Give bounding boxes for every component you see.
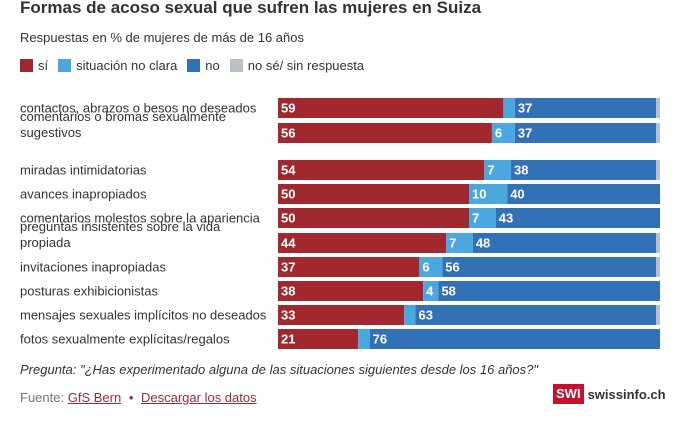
bar-segment-situacion [358, 329, 370, 349]
bar-segment-situacion [404, 305, 416, 325]
bar-segment-no [415, 305, 657, 325]
category-label: preguntas insistentes sobre la vida propi… [20, 219, 221, 250]
data-label: 37 [281, 260, 295, 275]
category-label: contactos, abrazos o besos no deseados [20, 101, 257, 116]
legend-label-no: no [205, 57, 220, 73]
bar-segment-no [514, 98, 657, 118]
bar-segment-nose [656, 257, 660, 277]
data-label: 33 [281, 308, 295, 323]
bar-segment-nose [656, 305, 660, 325]
bar-segment-no [507, 184, 660, 204]
download-data-link[interactable]: Descargar los datos [141, 390, 257, 405]
data-label: 58 [441, 284, 455, 299]
data-label: 6 [495, 126, 502, 141]
footer-separator: • [128, 390, 134, 405]
bar-segment-no [514, 123, 657, 143]
swi-badge: SWI [553, 384, 584, 404]
bar-segment-situacion [469, 208, 496, 228]
category-label: comentarios molestos sobre la apariencia [20, 211, 261, 226]
data-label: 44 [281, 236, 296, 251]
legend-item-si[interactable]: sí [20, 58, 48, 73]
data-label: 38 [514, 163, 528, 178]
category-label: miradas intimidatorias [20, 163, 147, 178]
bar-segment-si [278, 208, 469, 228]
bar-segment-situacion [423, 281, 439, 301]
legend-swatch-si [20, 58, 33, 72]
data-label: 56 [445, 260, 459, 275]
bar-segment-si [278, 329, 359, 349]
bar-segment-si [278, 233, 447, 253]
bar-segment-no [495, 208, 660, 228]
bar-segment-situacion [503, 98, 515, 118]
data-label: 7 [472, 211, 479, 226]
bar-segment-nose [656, 160, 660, 180]
data-label: 6 [422, 260, 429, 275]
data-label: 50 [281, 211, 295, 226]
bar-segment-situacion [491, 123, 515, 143]
bar-segment-si [278, 123, 492, 143]
legend-label-nose: no sé/ sin respuesta [247, 57, 365, 73]
data-label: 59 [281, 101, 295, 116]
bar-segment-si [278, 184, 469, 204]
data-label: 21 [281, 332, 295, 347]
legend-swatch-situacion [58, 58, 72, 72]
data-label: 76 [373, 332, 387, 347]
legend: sí situación no clara no no sé/ sin resp… [20, 57, 374, 73]
bar-segment-situacion [419, 257, 443, 277]
bar-segment-situacion [484, 160, 512, 180]
bar-segment-si [278, 98, 504, 118]
legend-label-situacion: situación no clara [76, 57, 178, 73]
data-label: 43 [499, 211, 513, 226]
bar-segment-nose [656, 123, 660, 143]
category-label: avances inapropiados [20, 187, 147, 202]
data-label: 7 [449, 236, 456, 251]
data-label: 37 [518, 101, 532, 116]
data-label: 63 [419, 308, 433, 323]
bar-segment-no [369, 329, 660, 349]
data-label: 50 [281, 187, 295, 202]
data-label: 54 [281, 163, 296, 178]
bar-segment-no [442, 257, 657, 277]
category-label: mensajes sexuales implícitos no deseados [20, 308, 267, 323]
chart-subtitle: Respuestas en % de mujeres de más de 16 … [20, 30, 305, 45]
data-label: 7 [487, 163, 494, 178]
survey-question: Pregunta: "¿Has experimentado alguna de … [20, 362, 539, 377]
legend-item-no[interactable]: no [187, 57, 220, 73]
source-prefix: Fuente: [20, 390, 65, 405]
bar-segment-no [511, 160, 657, 180]
bar-segment-nose [656, 98, 660, 118]
source-link[interactable]: GfS Bern [67, 390, 122, 405]
bar-segment-si [278, 281, 424, 301]
category-label: posturas exhibicionistas [20, 284, 159, 299]
bar-segment-situacion [446, 233, 473, 253]
data-label: 38 [281, 284, 295, 299]
data-label: 10 [472, 187, 486, 202]
legend-item-situacion[interactable]: situación no clara [58, 58, 177, 73]
bar-segment-nose [656, 233, 660, 253]
legend-item-nose[interactable]: no sé/ sin respuesta [229, 57, 365, 73]
stacked-bar-chart: contactos, abrazos o besos no deseados 59… [20, 98, 660, 349]
legend-swatch-no [187, 58, 201, 72]
chart-title: Formas de acoso sexual que sufren las mu… [20, 0, 482, 17]
bar-segment-si [278, 305, 405, 325]
legend-label-si: sí [38, 57, 49, 73]
logo-site-name: swissinfo.ch [587, 386, 666, 402]
data-label: 56 [281, 126, 295, 141]
footer: Fuente: GfS Bern • Descargar los datos [20, 390, 257, 405]
category-label: invitaciones inapropiadas [20, 260, 166, 275]
legend-swatch-nose [229, 58, 243, 72]
data-label: 37 [518, 126, 532, 141]
category-label: comentarios o bromas sexualmente sugestiv… [20, 109, 226, 140]
category-label: fotos sexualmente explícitas/regalos [20, 332, 230, 347]
bar-segment-si [278, 160, 485, 180]
data-label: 40 [510, 187, 524, 202]
swissinfo-logo[interactable]: SWI swissinfo.ch [553, 384, 666, 404]
data-label: 4 [426, 284, 434, 299]
data-label: 48 [476, 236, 490, 251]
bar-segment-situacion [469, 184, 508, 204]
bar-segment-no [472, 233, 657, 253]
bar-segment-si [278, 257, 420, 277]
bar-segment-no [438, 281, 660, 301]
